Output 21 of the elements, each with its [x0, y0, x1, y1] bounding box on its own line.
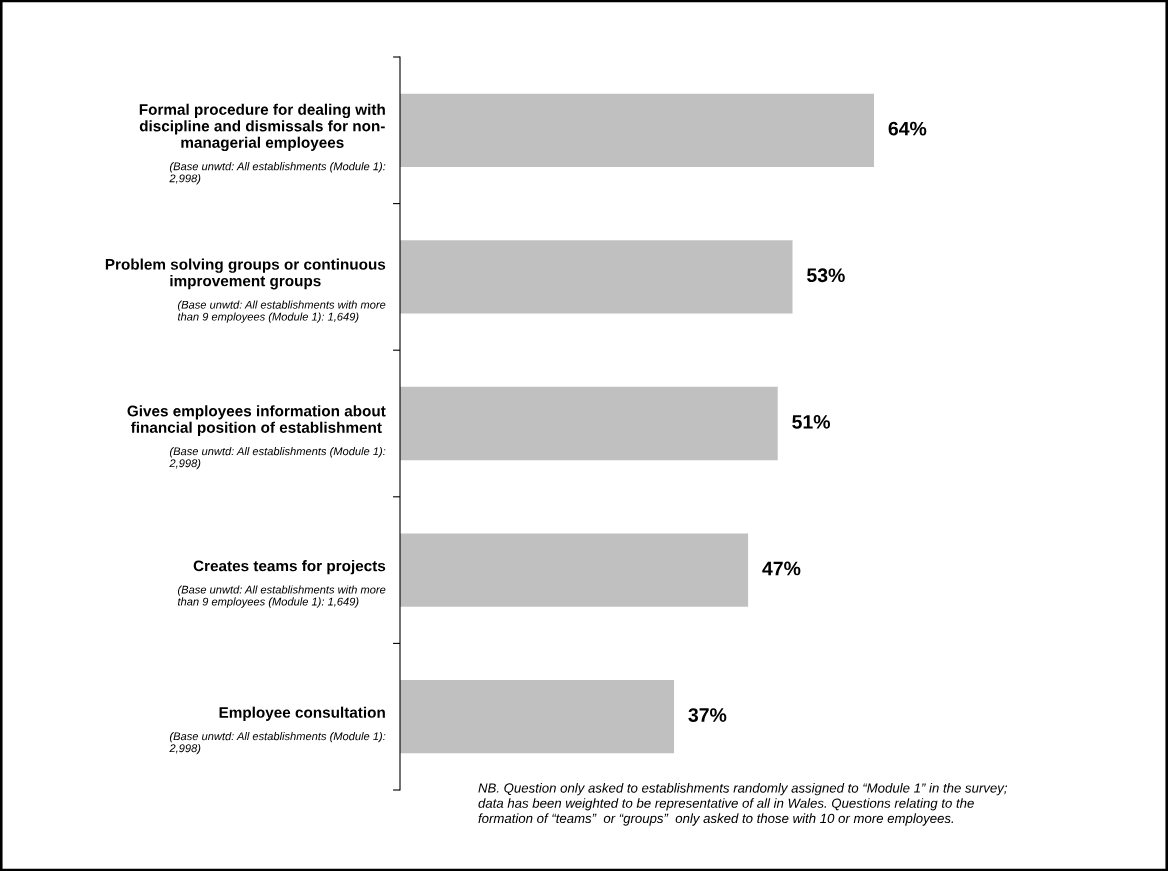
text: (Base unwtd: All establishments (Module 1): 2,998): [169, 447, 386, 470]
text: (Base unwtd: All establishments (Module 1): 2,998): [169, 732, 386, 755]
y-tick-label: Gives employees information about financial position of establishment: [127, 405, 386, 436]
bar: [400, 386, 778, 461]
y-tick-label: Formal procedure for dealing with discipline and dismissals for non- managerial employees: [139, 103, 385, 152]
data-label: 37%: [688, 708, 727, 722]
text: (Base unwtd: All establishments with more than 9 employees (Module 1): 1,649): [177, 585, 386, 608]
text: (Base unwtd: All establishments (Module 1): 2,998): [169, 162, 386, 185]
bar: [400, 680, 675, 754]
annotation: NB. Question only asked to establishments randomly assigned to “Module 1” in the survey; data has been weighted to be representative of all in Wales. Questions relating to the formation of “teams” or “groups” only asked to those with 10 or more employees.: [478, 783, 1008, 826]
y-tick-label: Employee consultation: [219, 706, 385, 721]
data-label: 53%: [807, 268, 845, 283]
y-tick-label: Problem solving groups or continuous improvement groups: [105, 258, 386, 290]
bar: [400, 93, 874, 167]
y-tick-label: Creates teams for projects: [193, 560, 386, 575]
text: (Base unwtd: All establishments with more than 9 employees (Module 1): 1,649): [177, 300, 386, 323]
bar: [400, 533, 749, 607]
data-label: 51%: [792, 415, 831, 429]
data-label: 47%: [762, 561, 801, 576]
data-label: 64%: [888, 121, 927, 136]
bar: [400, 240, 793, 314]
